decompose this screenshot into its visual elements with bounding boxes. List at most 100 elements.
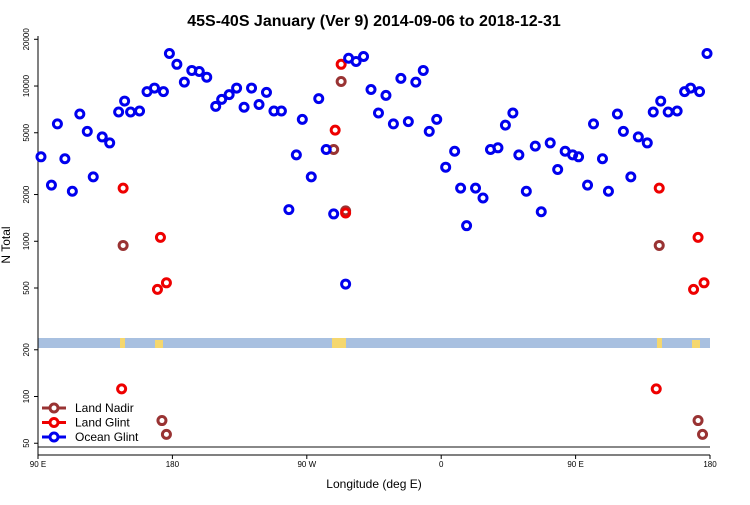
point (148, 82, 160, 94)
point (492, 142, 504, 154)
point (113, 106, 125, 118)
point (66, 185, 78, 197)
point (431, 113, 443, 125)
point (340, 207, 352, 219)
point (178, 76, 190, 88)
point (305, 171, 317, 183)
point (380, 89, 392, 101)
point (372, 107, 384, 119)
point (35, 151, 47, 163)
y-tick-label: 500 (22, 281, 31, 295)
y-tick-label: 20000 (22, 28, 31, 51)
point (653, 182, 665, 194)
legend-marker (48, 402, 60, 414)
point (171, 58, 183, 70)
point (116, 383, 128, 395)
point (685, 82, 697, 94)
point (440, 161, 452, 173)
point (329, 124, 341, 136)
point (201, 71, 213, 83)
point (81, 125, 93, 137)
point (529, 140, 541, 152)
point (59, 153, 71, 165)
point (573, 151, 585, 163)
x-tick-label: 0 (439, 460, 444, 469)
point (160, 428, 172, 440)
point (602, 185, 614, 197)
point (632, 131, 644, 143)
point (552, 163, 564, 175)
point (402, 116, 414, 128)
point (104, 137, 116, 149)
x-tick-label: 180 (166, 460, 180, 469)
point (395, 72, 407, 84)
point (51, 118, 63, 130)
point (340, 278, 352, 290)
point (410, 76, 422, 88)
y-tick-label: 2000 (22, 185, 31, 203)
point (692, 415, 704, 427)
point (134, 105, 146, 117)
point (45, 179, 57, 191)
point (582, 179, 594, 191)
point (387, 118, 399, 130)
legend-label: Ocean Glint (75, 430, 139, 444)
legend-label: Land Glint (75, 416, 130, 430)
legend-marker (48, 417, 60, 428)
point (647, 106, 659, 118)
y-tick-label: 50 (22, 438, 31, 447)
point (246, 82, 258, 94)
point (216, 93, 228, 105)
point (156, 415, 168, 427)
point (625, 171, 637, 183)
point (617, 125, 629, 137)
y-tick-label: 10000 (22, 74, 31, 97)
point (283, 204, 295, 216)
point (238, 101, 250, 113)
point (470, 182, 482, 194)
point (335, 75, 347, 87)
point (119, 95, 131, 107)
chart-title: 45S-40S January (Ver 9) 2014-09-06 to 20… (187, 13, 561, 30)
point (423, 125, 435, 137)
point (507, 107, 519, 119)
map-strip (38, 338, 710, 348)
x-axis-label: Longitude (deg E) (326, 477, 421, 491)
point (692, 231, 704, 243)
x-tick-label: 90 E (567, 460, 583, 469)
point (163, 47, 175, 59)
point (477, 192, 489, 204)
point (74, 108, 86, 120)
point (313, 93, 325, 105)
point (611, 108, 623, 120)
point (588, 118, 600, 130)
point (417, 64, 429, 76)
point (650, 383, 662, 395)
point (688, 283, 700, 295)
x-tick-label: 90 E (30, 460, 46, 469)
point (655, 95, 667, 107)
point (365, 83, 377, 95)
point (449, 145, 461, 157)
point (154, 231, 166, 243)
y-tick-label: 1000 (22, 232, 31, 250)
point (117, 239, 129, 251)
point (641, 137, 653, 149)
point (358, 50, 370, 62)
point (290, 149, 302, 161)
x-tick-label: 180 (703, 460, 717, 469)
point (694, 86, 706, 98)
y-axis-label: N Total (0, 226, 13, 263)
point (253, 99, 265, 111)
point (210, 100, 222, 112)
point (499, 119, 511, 131)
point (275, 105, 287, 117)
point (96, 131, 108, 143)
y-tick-label: 5000 (22, 123, 31, 141)
point (335, 58, 347, 70)
y-tick-label: 100 (22, 389, 31, 403)
point (544, 137, 556, 149)
x-tick-label: 90 W (297, 460, 316, 469)
point (328, 208, 340, 220)
